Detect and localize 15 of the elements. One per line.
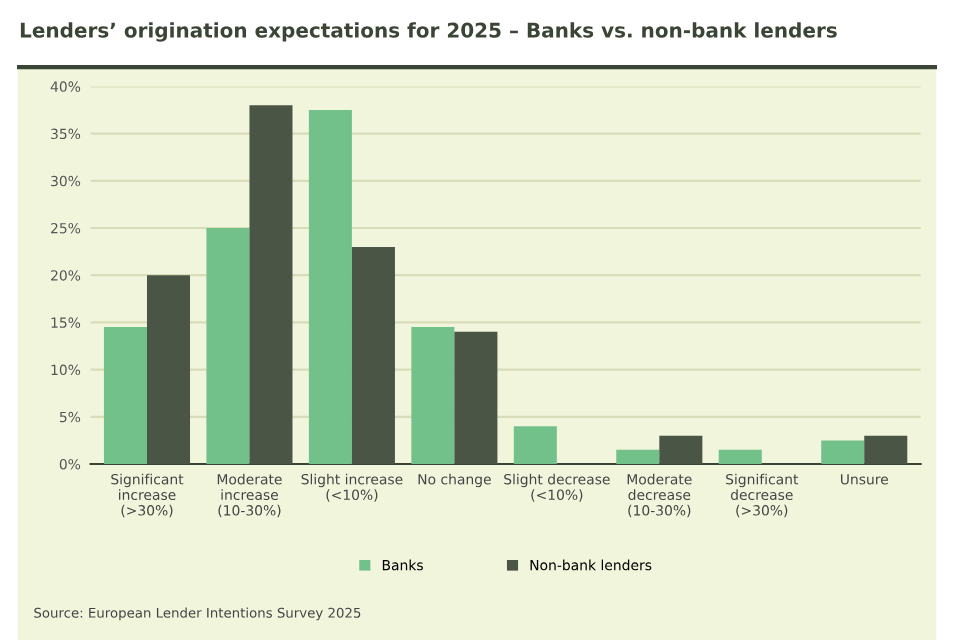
bar — [206, 228, 250, 464]
bar — [821, 440, 865, 464]
bar — [146, 275, 191, 464]
chart-title: Lenders’ origination expectations for 2025 – Banks vs. non-bank lenders — [20, 22, 837, 42]
bar — [864, 435, 908, 464]
bar — [308, 110, 352, 464]
bar — [411, 327, 455, 464]
bar — [249, 105, 293, 464]
bar — [718, 449, 762, 464]
bar — [659, 435, 703, 464]
bar — [454, 331, 498, 464]
bar — [616, 449, 660, 464]
bar — [513, 426, 557, 464]
bar — [103, 327, 147, 464]
bar — [351, 246, 395, 464]
